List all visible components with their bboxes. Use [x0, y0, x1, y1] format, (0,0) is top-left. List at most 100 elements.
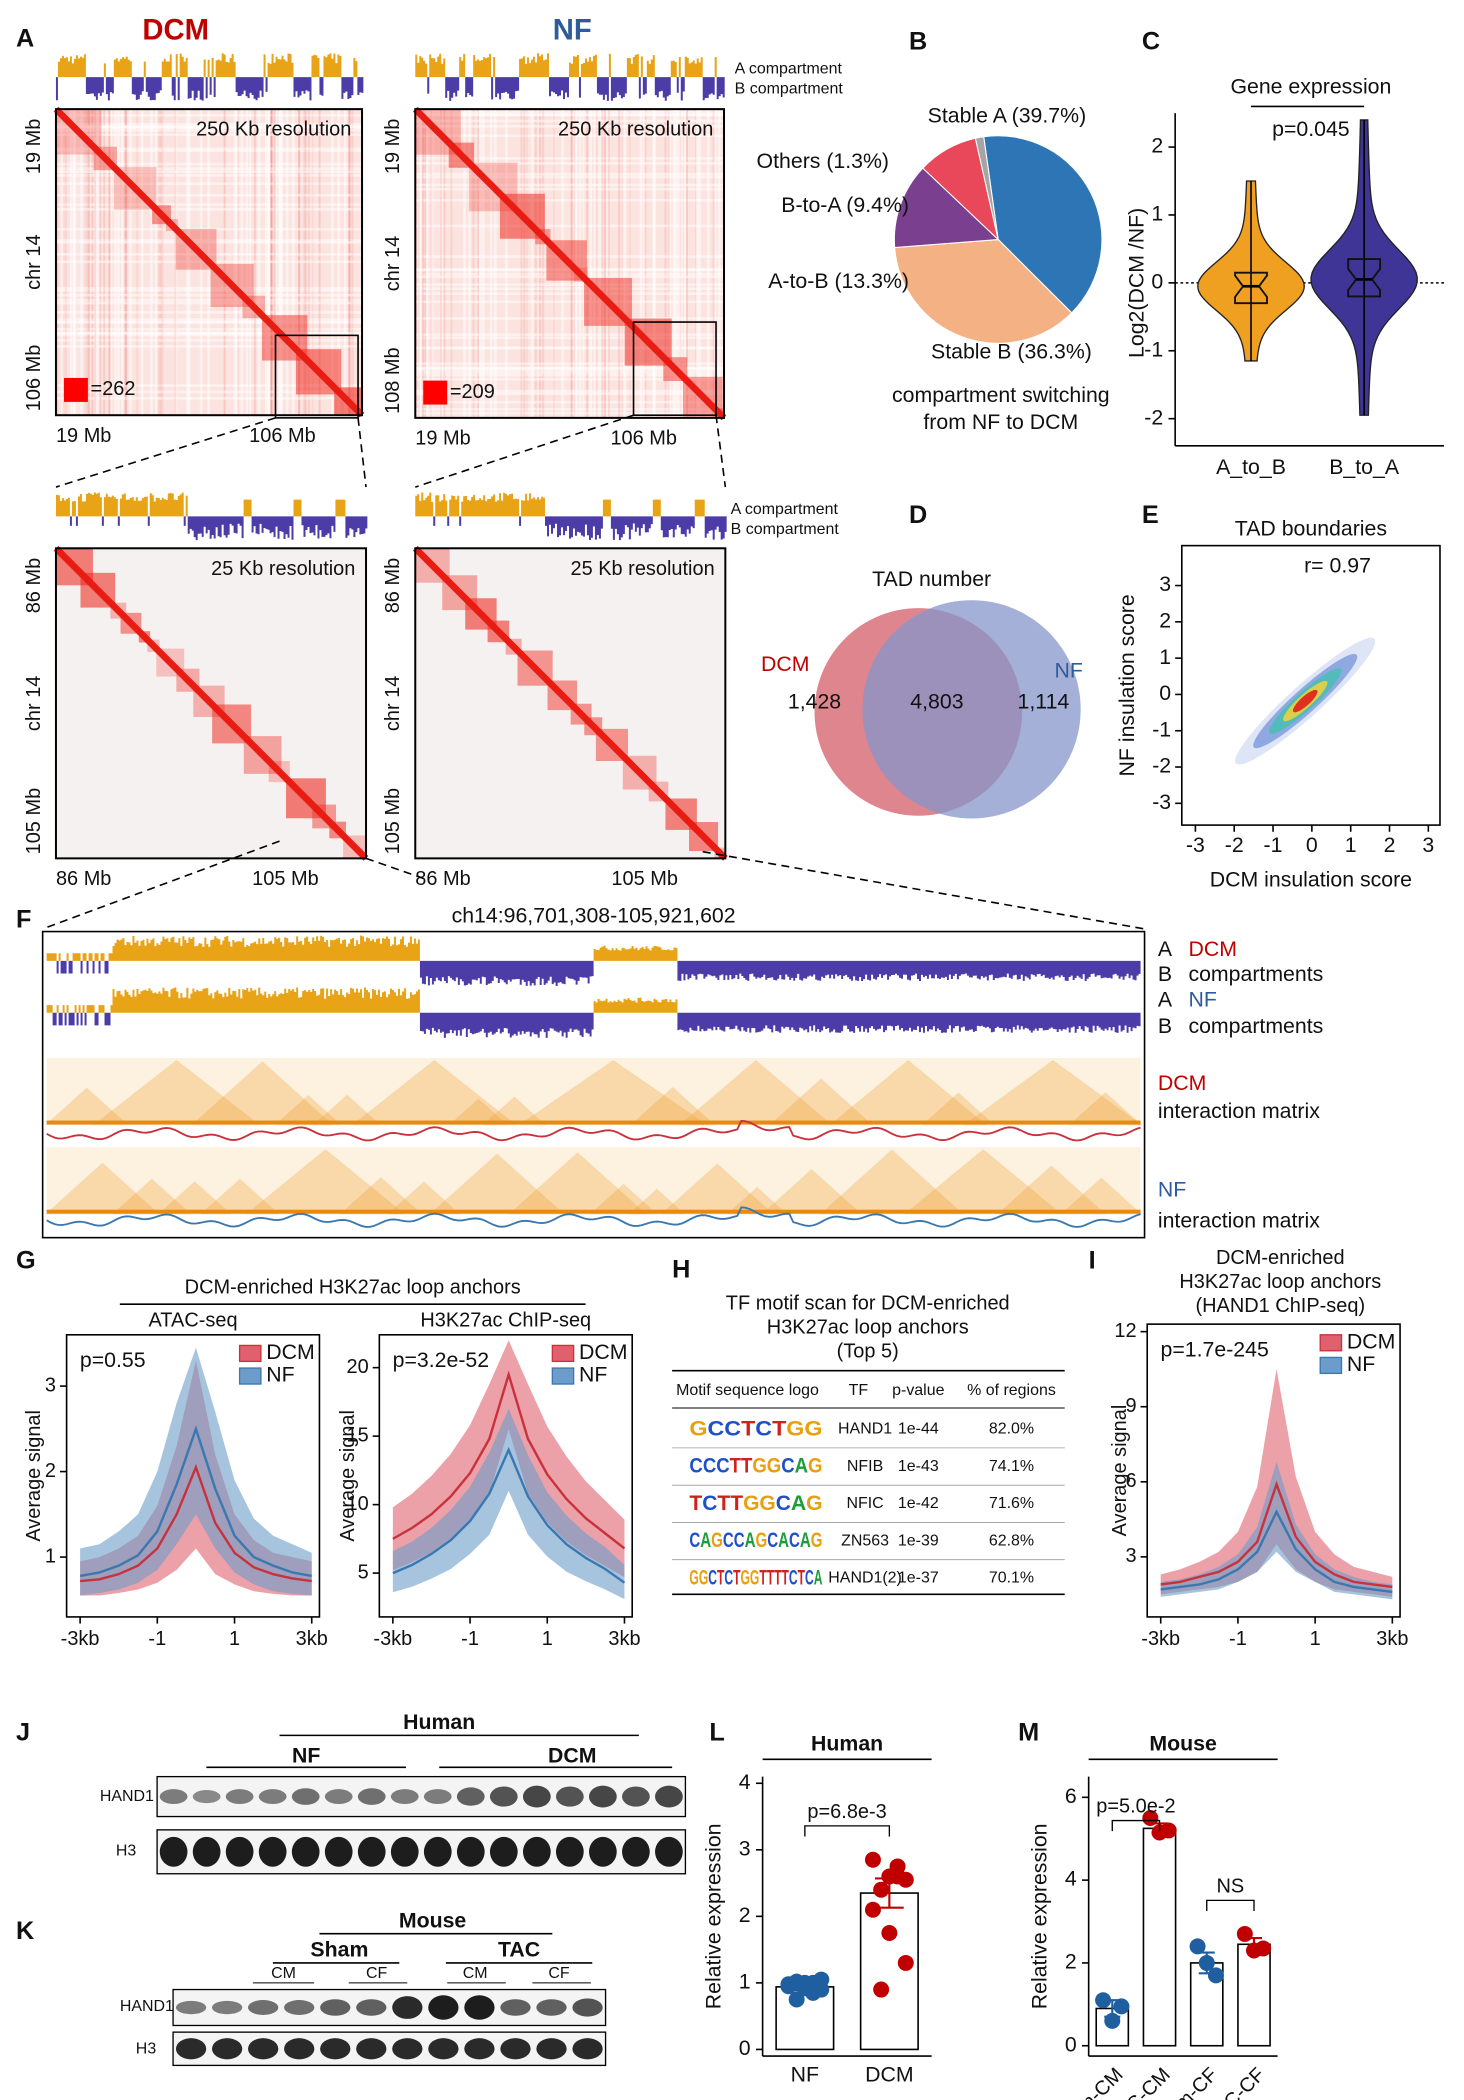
interaction-matrix-bg: [46, 1147, 1141, 1214]
cell-type: CF: [548, 1965, 570, 1982]
blot-band: [159, 1836, 188, 1867]
pie-label: B-to-A (9.4%): [781, 193, 909, 217]
map-frame: [54, 547, 368, 860]
blot-band: [390, 1836, 419, 1867]
diagonal: [53, 106, 365, 418]
y-tick-label: 3: [1159, 572, 1171, 596]
profile-line: [392, 1446, 626, 1584]
y-axis-label: chr 14: [382, 236, 404, 291]
x-tick-label: -1: [461, 1628, 479, 1650]
blot-band: [428, 1995, 459, 2020]
chart-title: TAD boundaries: [1235, 516, 1387, 540]
heatmap-stripe: [607, 109, 610, 418]
panel-letter: D: [909, 501, 927, 529]
heatmap-stripe: [707, 109, 710, 418]
diagonal: [412, 545, 728, 861]
blot-band: [392, 2038, 423, 2060]
p-value: p=6.8e-3: [807, 1801, 886, 1823]
blot-row-label: H3: [116, 1842, 137, 1859]
legend-label: DCM: [1347, 1329, 1395, 1353]
heatmap-stripe: [415, 368, 725, 372]
heatmap-stripe: [685, 109, 688, 418]
a-compartment-track: [55, 492, 346, 517]
resolution-label: 25 Kb resolution: [211, 558, 355, 580]
x-tick-label: -2: [1225, 833, 1244, 857]
heatmap-stripe: [450, 109, 453, 418]
venn-count: 1,428: [788, 689, 841, 713]
heatmap-stripe: [440, 109, 443, 418]
blot-band: [428, 2038, 459, 2060]
blot-row-label: HAND1: [100, 1788, 154, 1805]
legend-swatch: [238, 1367, 262, 1385]
x-axis-label: 19 Mb: [415, 427, 470, 449]
heatmap-stripe: [668, 109, 672, 418]
heatmap-stripe: [598, 109, 602, 418]
chart-title: Gene expression: [1230, 74, 1391, 98]
blot-band: [258, 1789, 287, 1805]
y-tick-label: -3: [1152, 790, 1171, 814]
track-label: DCM: [1188, 937, 1236, 961]
blot-subgroup: DCM: [548, 1743, 596, 1767]
b-compartment-track: [52, 1012, 1141, 1038]
data-point: [897, 1954, 914, 1971]
chart-title: TAD number: [872, 567, 991, 591]
y-tick-label: 9: [1125, 1395, 1136, 1417]
track-label: NF: [1158, 1178, 1186, 1202]
panel-letter: I: [1089, 1246, 1096, 1274]
blot-band: [589, 1836, 617, 1867]
y-tick-label: 3: [1125, 1545, 1136, 1567]
y-axis-label: chr 14: [23, 676, 45, 731]
heatmap-stripe: [415, 283, 725, 286]
data-point: [788, 1991, 805, 2008]
venn-count: 1,114: [1018, 689, 1070, 713]
profile-line: [1160, 1480, 1393, 1589]
legend-label: NF: [266, 1363, 294, 1387]
table-cell: 1e-37: [898, 1570, 939, 1587]
zoom-connector: [715, 415, 727, 488]
heatmap-stripe: [525, 109, 528, 418]
heatmap-stripe: [55, 133, 363, 137]
data-point: [873, 1881, 890, 1898]
heatmap-stripe: [422, 109, 425, 418]
plot-frame: [378, 1333, 633, 1618]
blot-band: [589, 1785, 617, 1808]
interaction-matrix-bg: [46, 1057, 1141, 1125]
heatmap-stripe: [664, 109, 667, 418]
plot-frame: [1181, 544, 1441, 826]
insulation-line: [46, 1119, 1141, 1142]
heatmap-stripe: [76, 109, 79, 416]
significance-bracket: [1111, 1819, 1161, 1832]
venn-set: [862, 600, 1081, 819]
heatmap-stripe: [415, 362, 725, 366]
heatmap-stripe: [424, 109, 427, 418]
y-axis-label: Log2(DCM /NF): [1125, 208, 1149, 358]
map-frame: [54, 108, 364, 417]
heatmap-stripe: [415, 400, 725, 404]
chart-title: Human: [811, 1731, 883, 1755]
heatmap-stripe: [415, 109, 418, 418]
x-axis-label: 106 Mb: [610, 427, 677, 449]
p-value: p=1.7e-245: [1161, 1337, 1269, 1361]
track-label: NF: [1188, 987, 1216, 1011]
blot-band: [211, 2038, 243, 2060]
table-title: TF motif scan for DCM-enriched: [726, 1292, 1010, 1314]
panel-letter: G: [16, 1246, 36, 1274]
b-compartment-track: [55, 77, 364, 101]
table-header: Motif sequence logo: [676, 1382, 819, 1399]
pie-slice: [893, 167, 1000, 249]
table-cell: ZN563: [841, 1532, 889, 1549]
y-tick-label: -1: [1144, 337, 1163, 361]
table-header: TF: [849, 1382, 869, 1399]
a-compartment-track: [415, 492, 705, 517]
heatmap-stripe: [593, 109, 597, 418]
heatmap-stripe: [415, 292, 725, 295]
table-title: (Top 5): [837, 1340, 899, 1362]
x-tick-label: 2: [1384, 833, 1396, 857]
b-compartment-track: [427, 77, 725, 101]
legend-swatch: [1319, 1356, 1343, 1375]
blot-band: [175, 2038, 207, 2060]
cell-type: CF: [366, 1965, 388, 1982]
caption: compartment switching: [892, 383, 1110, 407]
zoom-box: [274, 334, 359, 419]
diagonal: [412, 106, 727, 421]
